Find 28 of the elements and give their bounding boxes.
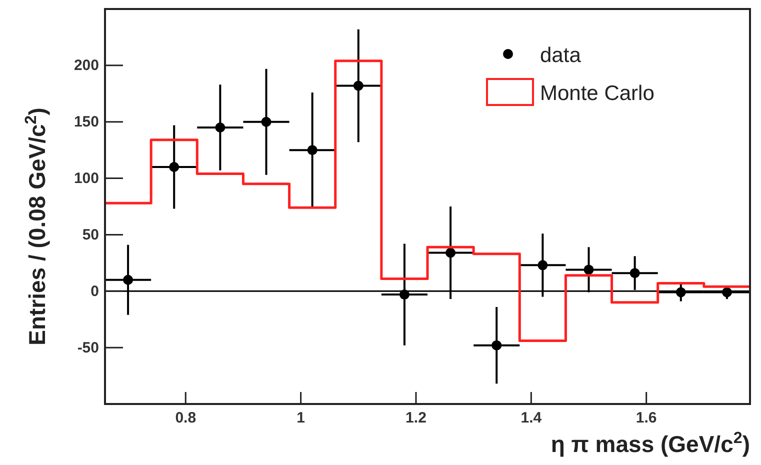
point bbox=[492, 340, 502, 350]
x-tick-label: 1.4 bbox=[520, 410, 542, 427]
point bbox=[722, 287, 732, 298]
point bbox=[353, 80, 364, 91]
y-tick-label: 150 bbox=[74, 114, 99, 131]
point bbox=[215, 122, 226, 132]
y-tick-label: 0 bbox=[90, 282, 99, 300]
point bbox=[123, 274, 134, 285]
x-axis-title: η π mass (GeV/c$^{2}$) bbox=[550, 429, 750, 457]
x-tick-label: 1.6 bbox=[636, 410, 657, 427]
point bbox=[676, 287, 686, 298]
point bbox=[399, 290, 410, 300]
point bbox=[630, 268, 640, 278]
point bbox=[584, 264, 594, 275]
point bbox=[446, 248, 456, 258]
point bbox=[169, 162, 180, 172]
point bbox=[261, 116, 272, 127]
y-tick-label: -50 bbox=[77, 339, 99, 356]
point bbox=[538, 260, 548, 270]
legend-label: data bbox=[540, 44, 582, 67]
point bbox=[307, 145, 318, 156]
x-tick-label: 1.2 bbox=[406, 410, 426, 427]
y-tick-label: 100 bbox=[74, 170, 99, 188]
x-tick-label: 1 bbox=[296, 410, 305, 427]
y-tick-label: 50 bbox=[82, 226, 99, 244]
legend-label: Monte Carlo bbox=[540, 82, 654, 105]
x-tick-label: 0.8 bbox=[175, 410, 196, 427]
y-tick-label: 200 bbox=[74, 57, 99, 74]
